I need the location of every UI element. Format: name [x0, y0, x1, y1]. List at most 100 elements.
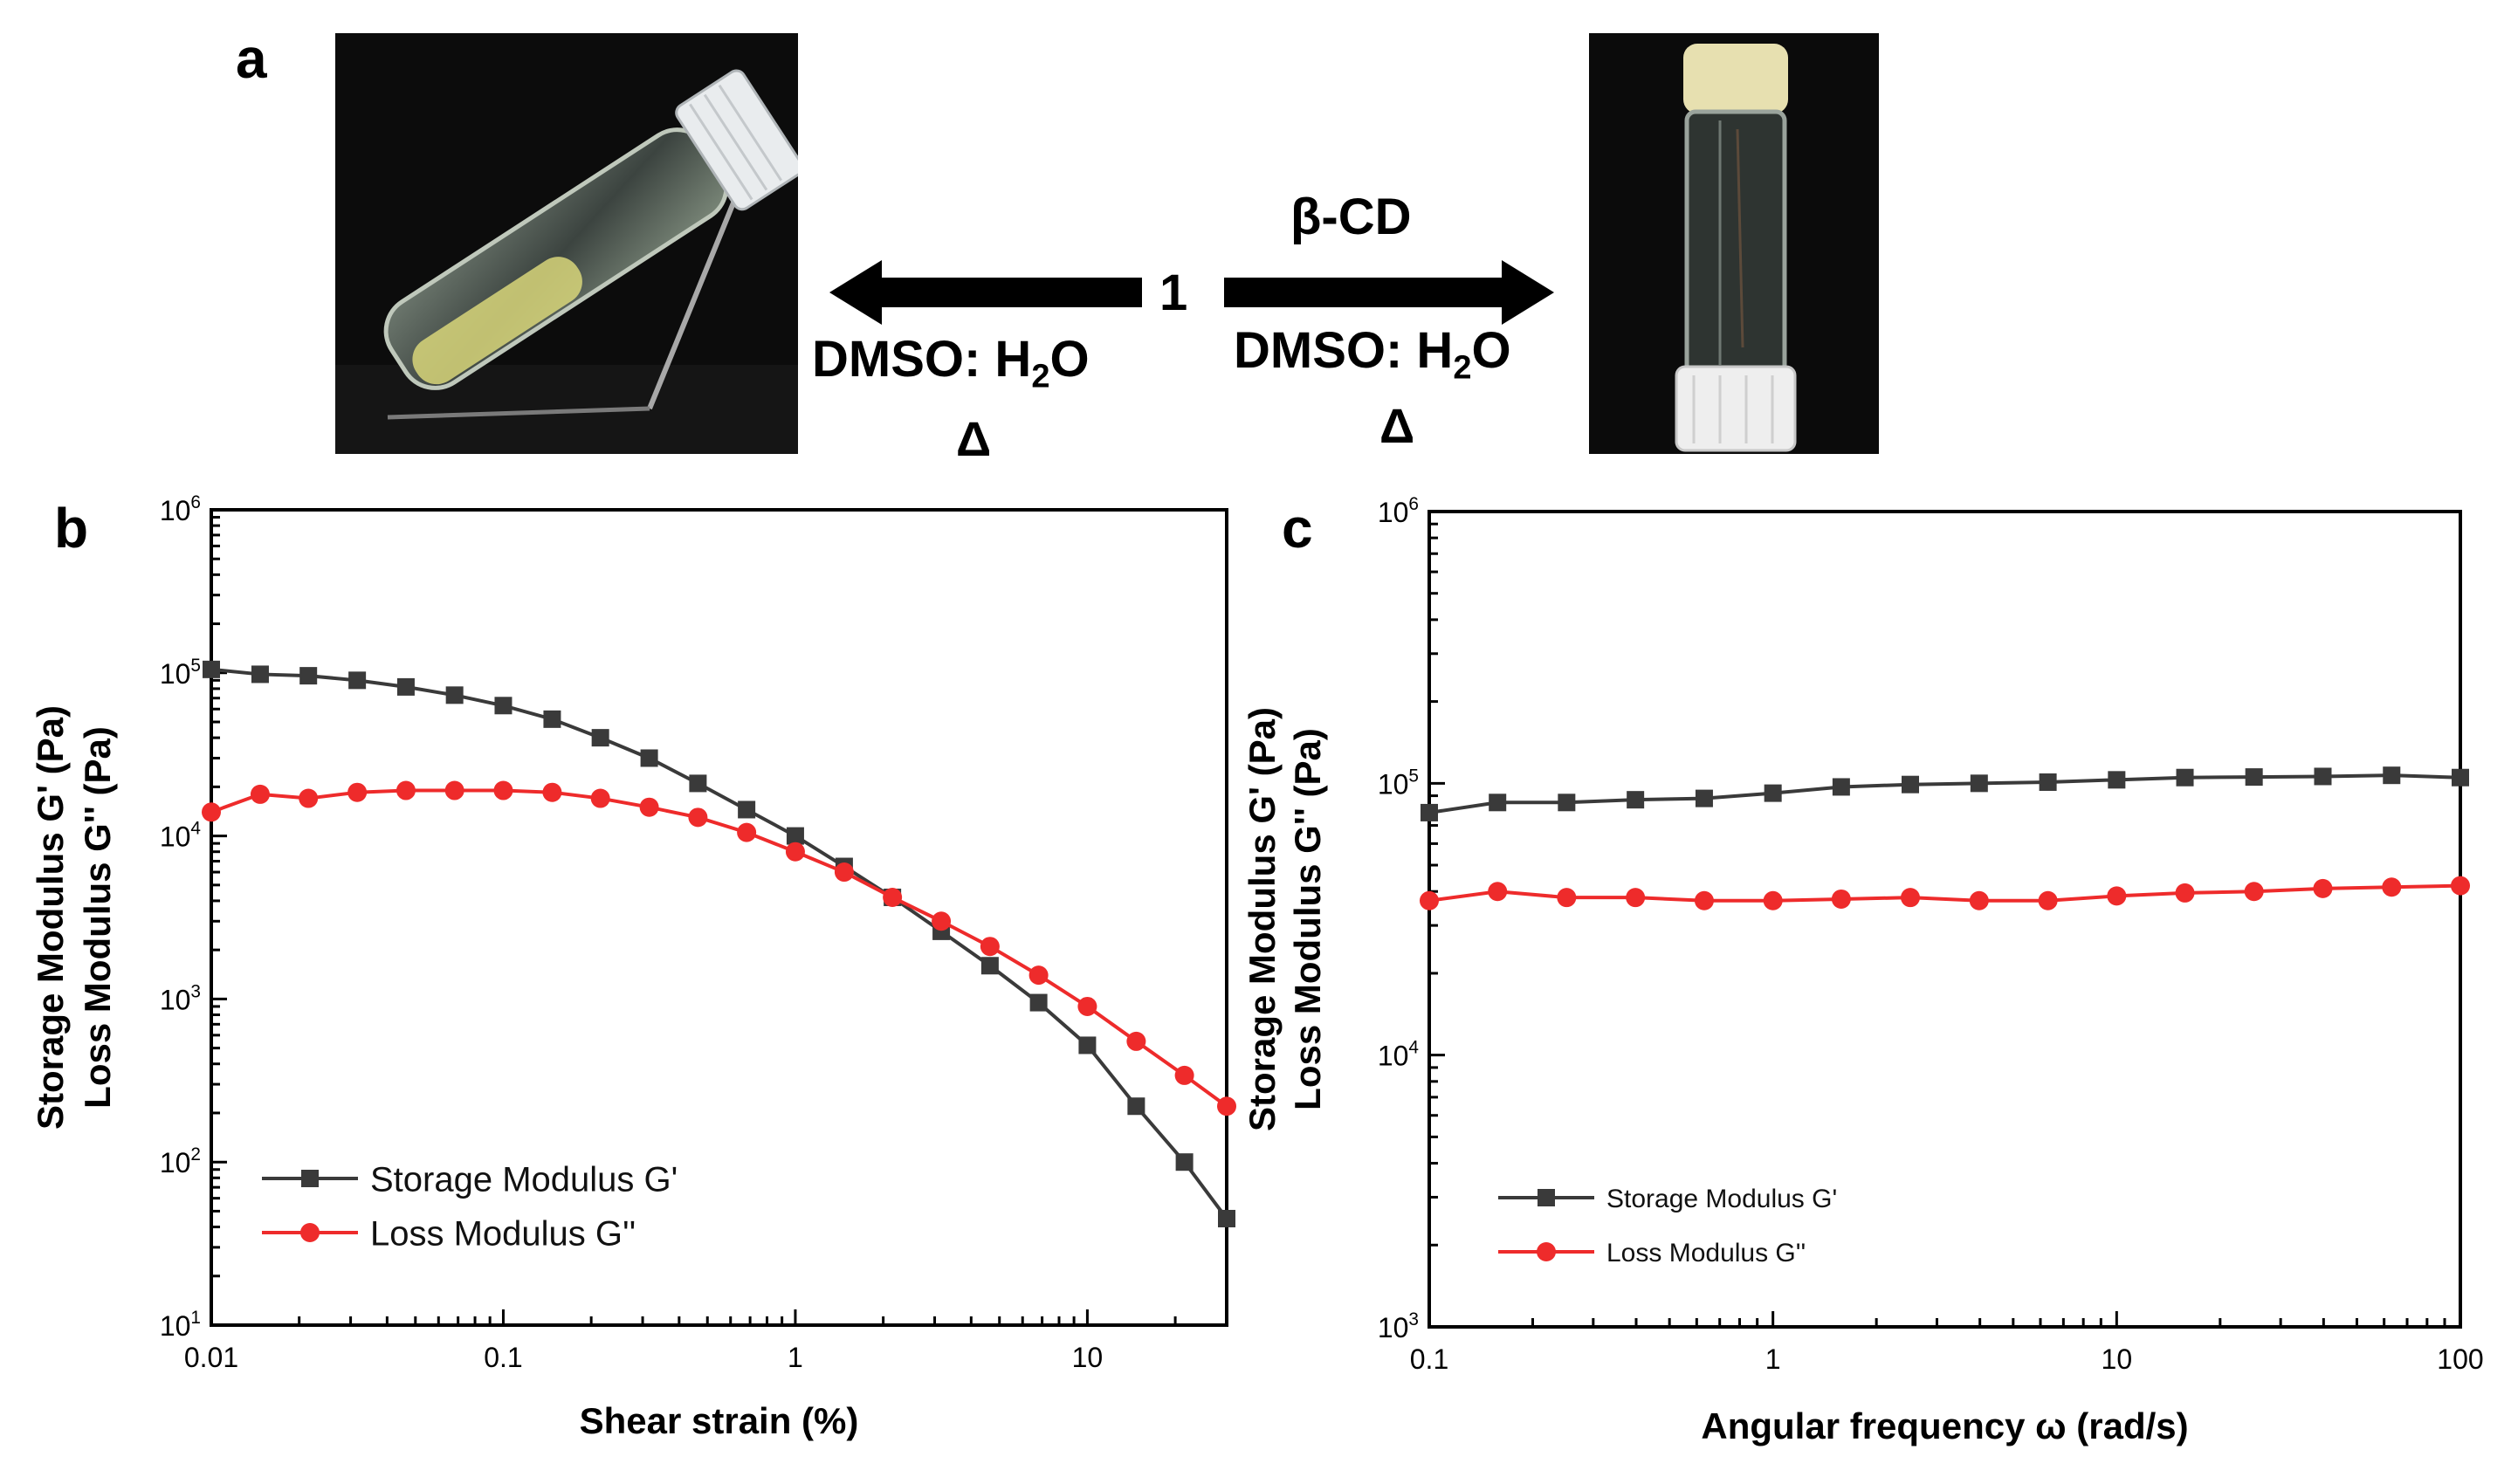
- data-point-loss: [883, 887, 903, 907]
- y-tick-label: 103: [160, 981, 201, 1015]
- data-point-loss: [2382, 877, 2402, 897]
- data-point-storage: [980, 957, 999, 975]
- data-point-loss: [2451, 876, 2470, 896]
- series-line-storage: [1428, 773, 2461, 814]
- x-tick-label: 0.01: [184, 1342, 238, 1373]
- data-point-loss: [2107, 886, 2127, 906]
- x-tick-label: 1: [788, 1342, 803, 1373]
- data-point-loss: [2244, 882, 2264, 902]
- data-point-storage: [2452, 768, 2469, 787]
- left-solvent-label: DMSO: H2O: [812, 331, 1090, 395]
- data-point-loss: [2038, 890, 2058, 910]
- data-point-loss: [1694, 890, 1714, 910]
- legend-marker-storage: [301, 1170, 319, 1187]
- reaction-arrows: [829, 260, 1554, 325]
- data-point-loss: [2313, 878, 2333, 898]
- y-tick-label: 106: [160, 492, 201, 526]
- data-point-storage: [738, 800, 756, 819]
- data-point-loss: [1763, 890, 1783, 910]
- panel-label-c: c: [1282, 497, 1313, 560]
- x-tick-label: 10: [1072, 1342, 1104, 1373]
- data-point-storage: [1489, 794, 1507, 812]
- y-tick-label: 106: [1378, 494, 1419, 528]
- x-tick-label: 1: [1765, 1343, 1781, 1375]
- data-point-loss: [542, 782, 562, 802]
- data-point-loss: [1626, 888, 1646, 908]
- data-point-loss: [785, 842, 805, 862]
- data-point-storage: [1695, 789, 1713, 807]
- data-point-loss: [1217, 1096, 1236, 1116]
- legend-marker-loss: [1537, 1242, 1556, 1261]
- data-point-storage: [251, 665, 269, 684]
- arrow-right: [1224, 260, 1554, 325]
- vial-liquid-drawing: [335, 33, 798, 454]
- data-point-storage: [640, 749, 658, 767]
- legend-label-loss: Loss Modulus G'': [370, 1214, 636, 1253]
- data-point-storage: [2108, 771, 2126, 789]
- series-line-storage: [210, 667, 1228, 1220]
- data-point-storage: [1970, 774, 1988, 793]
- data-point-loss: [299, 788, 319, 808]
- legend-marker-loss: [300, 1223, 320, 1242]
- data-point-loss: [347, 782, 368, 802]
- data-point-storage: [1218, 1209, 1235, 1227]
- data-point-storage: [1764, 784, 1782, 802]
- data-point-loss: [396, 780, 416, 800]
- y-tick-label: 104: [1378, 1038, 1419, 1072]
- y-tick-label: 104: [160, 819, 201, 853]
- data-point-storage: [1078, 1036, 1097, 1055]
- heat-symbol-left: Δ: [956, 411, 992, 466]
- data-point-loss: [639, 797, 659, 817]
- data-point-storage: [1421, 803, 1438, 821]
- data-point-storage: [2314, 767, 2332, 786]
- data-point-storage: [203, 660, 220, 678]
- legend-label-storage: Storage Modulus G': [370, 1160, 678, 1199]
- data-point-storage: [1558, 794, 1576, 812]
- data-point-loss: [1420, 890, 1439, 910]
- plot-frame: [210, 508, 1228, 1327]
- x-tick-label: 0.1: [1410, 1343, 1448, 1375]
- series-line-loss: [1428, 883, 2461, 903]
- data-point-storage: [1127, 1097, 1145, 1116]
- data-point-loss: [1174, 1065, 1194, 1085]
- data-point-storage: [494, 697, 513, 715]
- data-point-loss: [1969, 890, 1989, 910]
- x-axis-label: Shear strain (%): [580, 1400, 859, 1441]
- y-tick-label: 102: [160, 1144, 201, 1178]
- x-tick-label: 100: [2437, 1343, 2483, 1375]
- data-point-loss: [737, 822, 757, 842]
- series-line-loss: [210, 788, 1228, 1108]
- y-tick-label: 103: [1378, 1309, 1419, 1343]
- y-axis-label-line: Loss Modulus G'' (Pa): [77, 726, 118, 1109]
- compound-label: 1: [1159, 265, 1188, 321]
- legend-label-loss: Loss Modulus G'': [1606, 1239, 1806, 1268]
- legend-marker-storage: [1538, 1189, 1555, 1206]
- vial-gel-photo: [1589, 33, 1879, 454]
- x-axis-label: Angular frequency ω (rad/s): [1701, 1405, 2188, 1446]
- legend-label-storage: Storage Modulus G': [1606, 1185, 1837, 1213]
- data-point-loss: [493, 780, 513, 800]
- data-point-loss: [590, 788, 610, 808]
- data-point-loss: [1488, 882, 1508, 902]
- additive-label: β-CD: [1290, 189, 1412, 245]
- data-point-loss: [1126, 1031, 1146, 1051]
- chart-c-frequency-sweep: 0.1 1 10 100 103 104 105 106 Angular frequency ω…: [1242, 494, 2484, 1446]
- data-point-loss: [2175, 883, 2195, 903]
- data-point-storage: [1175, 1153, 1194, 1171]
- data-point-loss: [1831, 889, 1851, 909]
- chart-b-strain-sweep: 0.01 0.1 1 10 101 102 103 104 105 106 Shear strain…: [30, 492, 1236, 1441]
- x-tick-label: 10: [2102, 1343, 2133, 1375]
- data-point-loss: [932, 911, 952, 931]
- right-solvent-label: DMSO: H2O: [1234, 322, 1511, 387]
- data-point-storage: [299, 667, 318, 685]
- data-point-loss: [444, 780, 464, 800]
- data-point-loss: [202, 802, 221, 822]
- data-point-storage: [445, 686, 464, 704]
- heat-symbol-right: Δ: [1379, 398, 1415, 453]
- vial-gel-drawing: [1589, 33, 1879, 454]
- y-axis-label-line: Storage Modulus G' (Pa): [30, 705, 71, 1130]
- data-point-loss: [1557, 888, 1577, 908]
- y-axis-label-line: Loss Modulus G'' (Pa): [1287, 728, 1328, 1110]
- x-tick-label: 0.1: [484, 1342, 522, 1373]
- data-point-storage: [1902, 775, 1920, 794]
